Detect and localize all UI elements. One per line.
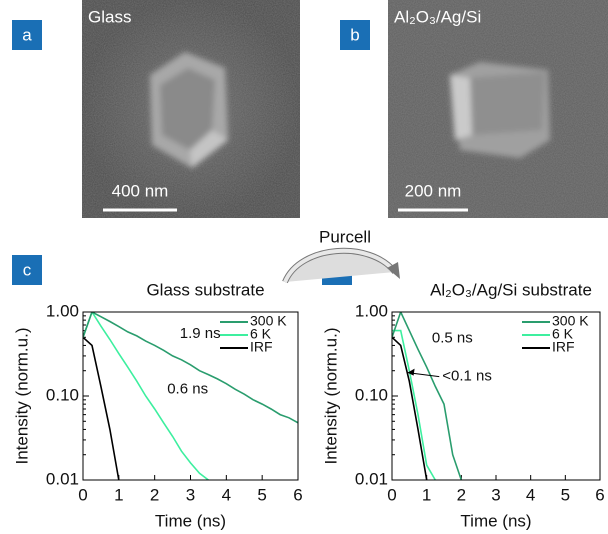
annotation: 0.6 ns bbox=[167, 380, 208, 397]
x-tick-label: 6 bbox=[293, 485, 302, 504]
x-tick-label: 6 bbox=[595, 485, 604, 504]
purcell-label: Purcell bbox=[319, 227, 371, 246]
legend-label: IRF bbox=[552, 339, 575, 355]
annotation: 1.9 ns bbox=[180, 325, 221, 342]
y-tick-label: 0.10 bbox=[46, 385, 79, 404]
panel-letter: b bbox=[350, 25, 359, 44]
x-axis-label: Time (ns) bbox=[155, 511, 226, 530]
x-tick-label: 1 bbox=[114, 485, 123, 504]
x-tick-label: 4 bbox=[222, 485, 231, 504]
x-tick-label: 3 bbox=[491, 485, 500, 504]
x-tick-label: 0 bbox=[387, 485, 396, 504]
series-line bbox=[83, 337, 119, 480]
x-tick-label: 5 bbox=[561, 485, 570, 504]
scale-bar-label: 400 nm bbox=[112, 181, 169, 200]
x-axis-label: Time (ns) bbox=[460, 511, 531, 530]
scale-bar-label: 200 nm bbox=[405, 181, 462, 200]
annotation: 0.5 ns bbox=[432, 330, 473, 347]
x-tick-label: 2 bbox=[457, 485, 466, 504]
image-label: Al₂O₃/Ag/Si bbox=[394, 7, 481, 26]
figure: a b c d Glass Al₂O₃/Ag/Si 400 nm 200 nm … bbox=[0, 0, 608, 534]
x-tick-label: 4 bbox=[526, 485, 535, 504]
x-tick-label: 2 bbox=[150, 485, 159, 504]
x-tick-label: 5 bbox=[257, 485, 266, 504]
x-tick-label: 3 bbox=[186, 485, 195, 504]
chart-title: Al₂O₃/Ag/Si substrate bbox=[430, 280, 592, 299]
x-tick-label: 0 bbox=[78, 485, 87, 504]
y-tick-label: 0.10 bbox=[355, 385, 388, 404]
annotation: <0.1 ns bbox=[442, 368, 492, 385]
image-label: Glass bbox=[88, 7, 131, 26]
y-tick-label: 0.01 bbox=[355, 469, 388, 488]
y-axis-label: Intensity (norm.u.) bbox=[12, 328, 31, 465]
series-line bbox=[392, 337, 427, 480]
legend-label: IRF bbox=[250, 339, 273, 355]
y-tick-label: 1.00 bbox=[355, 301, 388, 320]
y-axis-label: Intensity (norm.u.) bbox=[321, 328, 340, 465]
y-tick-label: 0.01 bbox=[46, 469, 79, 488]
panel-letter: a bbox=[22, 25, 32, 44]
y-tick-label: 1.00 bbox=[46, 301, 79, 320]
x-tick-label: 1 bbox=[422, 485, 431, 504]
panel-letter: c bbox=[23, 260, 32, 279]
chart-title: Glass substrate bbox=[146, 280, 264, 299]
